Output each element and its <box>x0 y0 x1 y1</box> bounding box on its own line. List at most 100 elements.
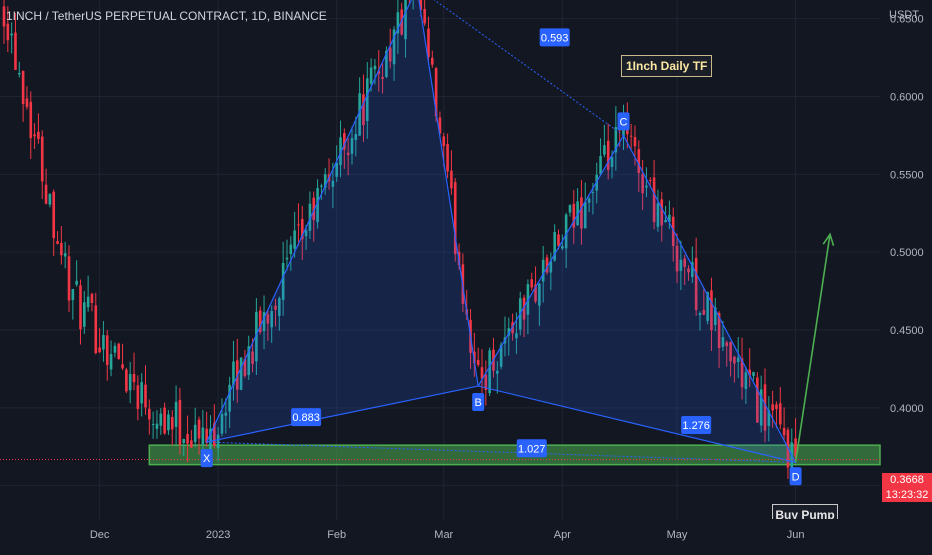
candle-body <box>29 101 33 139</box>
candle-body <box>155 423 159 429</box>
y-tick-label: 0.6000 <box>890 92 924 104</box>
candle-body <box>450 170 453 189</box>
candle-body <box>136 385 140 409</box>
candle-body <box>186 433 189 444</box>
ratio-label[interactable]: 1.276 <box>682 420 710 432</box>
candle-body <box>480 367 484 379</box>
ratio-label[interactable]: 0.883 <box>292 412 320 424</box>
candle-body <box>312 197 316 220</box>
support-zone[interactable] <box>148 444 881 466</box>
candle-body <box>197 419 201 439</box>
price-axis-unit: USDT <box>889 9 919 21</box>
candle-body <box>771 404 774 411</box>
candle-body <box>633 137 637 147</box>
point-label-c[interactable]: C <box>620 116 628 128</box>
candle-body <box>232 361 235 386</box>
point-label-b[interactable]: B <box>475 397 482 409</box>
candle-body <box>599 155 602 175</box>
candle-body <box>434 68 438 117</box>
countdown-tag: 13:23:32 <box>882 488 932 502</box>
ratio-label[interactable]: 1.027 <box>518 443 546 455</box>
candle-body <box>744 372 748 389</box>
candle-body <box>44 184 48 204</box>
candle-body <box>778 403 782 425</box>
bcd-triangle[interactable] <box>477 134 797 464</box>
candle-body <box>209 428 212 450</box>
candle-body <box>629 135 633 137</box>
candle-body <box>243 359 247 376</box>
candle-body <box>767 410 771 426</box>
candle-body <box>346 152 350 156</box>
candle-body <box>664 219 667 223</box>
candle-body <box>25 98 29 108</box>
candle-body <box>6 23 10 41</box>
candle-body <box>213 423 216 446</box>
point-label-d[interactable]: D <box>792 471 800 483</box>
projection-arrow[interactable] <box>794 234 831 463</box>
buy-pump-annotation[interactable]: Buy Pump <box>772 504 838 519</box>
y-tick-label: 0.5500 <box>890 169 924 181</box>
candle-body <box>281 263 285 300</box>
candle-body <box>71 289 75 301</box>
candle-body <box>648 179 652 181</box>
candle-body <box>541 259 545 282</box>
candle-body <box>725 342 729 347</box>
candle-body <box>178 399 182 445</box>
candle-body <box>499 344 503 367</box>
candle-body <box>255 311 258 362</box>
candle-body <box>679 259 683 271</box>
candle-body <box>645 185 648 188</box>
x-tick-label: Jun <box>787 529 805 541</box>
candle-body <box>102 335 105 350</box>
candle-body <box>52 191 56 239</box>
x-tick-label: May <box>667 529 688 541</box>
candle-body <box>182 438 186 443</box>
candle-body <box>587 198 591 203</box>
candle-body <box>362 94 365 126</box>
timeframe-annotation[interactable]: 1Inch Daily TF <box>621 55 713 77</box>
candle-body <box>228 384 231 412</box>
ratio-label[interactable]: 0.593 <box>541 32 569 44</box>
candle-body <box>687 268 690 273</box>
candle-body <box>239 357 243 390</box>
ac-ratio-line[interactable] <box>417 0 624 136</box>
candle-body <box>293 230 296 249</box>
candle-body <box>591 192 595 194</box>
candle-body <box>453 182 457 255</box>
ratio-label-bg <box>539 28 570 47</box>
candle-body <box>316 188 319 223</box>
candle-body <box>717 312 721 349</box>
candle-body <box>782 427 786 436</box>
xab-triangle[interactable] <box>205 0 479 443</box>
point-label-x[interactable]: X <box>203 453 211 465</box>
candle-body <box>683 258 686 268</box>
candle-body <box>350 138 354 154</box>
candle-body <box>75 280 78 285</box>
point-label-d-bg <box>789 467 802 486</box>
ratio-label-bg <box>681 415 712 434</box>
candle-body <box>278 298 281 316</box>
candle-body <box>729 342 732 362</box>
candle-body <box>748 369 751 376</box>
candle-body <box>637 149 641 173</box>
candle-body <box>763 384 767 431</box>
candle-body <box>365 78 369 121</box>
x-tick-label: Apr <box>554 529 571 541</box>
candle-body <box>430 57 434 65</box>
candle-body <box>576 201 579 226</box>
candle-body <box>90 293 94 303</box>
candle-body <box>48 193 52 205</box>
candle-body <box>736 357 740 362</box>
candle-body <box>167 414 170 431</box>
candle-body <box>656 203 660 227</box>
candle-body <box>79 285 82 330</box>
candle-body <box>545 257 549 273</box>
candle-body <box>121 364 124 369</box>
candle-body <box>671 216 675 246</box>
candle-body <box>740 358 744 388</box>
candle-body <box>258 310 262 333</box>
projection-arrow-head <box>822 232 835 246</box>
candle-body <box>446 143 449 172</box>
